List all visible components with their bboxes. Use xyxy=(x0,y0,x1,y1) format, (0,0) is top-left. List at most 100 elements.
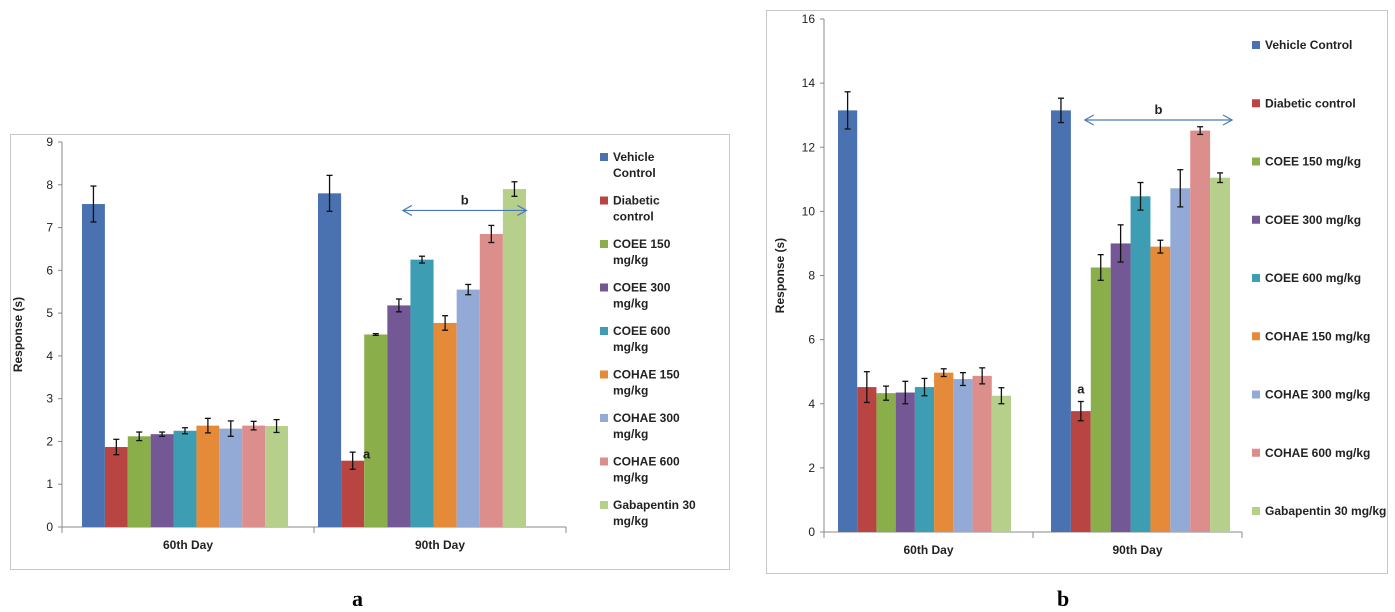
bar-b-0-0 xyxy=(838,110,858,533)
legend-label-b-3: COEE 300 mg/kg xyxy=(1265,213,1361,227)
y-tick-label-b-1: 2 xyxy=(808,461,815,475)
panel-label-a: a xyxy=(352,586,363,611)
legend-swatch-a-5 xyxy=(600,370,608,379)
legend-label-a-4-line-1: mg/kg xyxy=(613,340,648,354)
bar-a-1-4 xyxy=(410,259,434,527)
legend-label-a-2-line-1: mg/kg xyxy=(613,253,648,267)
annotation-b-1: b xyxy=(1154,102,1162,117)
y-tick-label-a-0: 0 xyxy=(46,520,53,534)
bar-b-0-2 xyxy=(876,393,896,532)
arrow-head-right-b xyxy=(1222,114,1234,126)
y-tick-label-a-3: 3 xyxy=(46,392,53,406)
y-axis-label-b: Response (s) xyxy=(773,238,787,313)
bar-b-1-5 xyxy=(1150,246,1171,533)
legend-swatch-b-4 xyxy=(1252,274,1260,282)
bar-b-1-3 xyxy=(1110,243,1131,532)
bar-a-1-6 xyxy=(456,289,480,527)
y-tick-label-a-2: 2 xyxy=(46,434,53,448)
legend-label-b-6: COHAE 300 mg/kg xyxy=(1265,388,1370,402)
legend-swatch-a-7 xyxy=(600,457,608,466)
y-tick-label-b-3: 6 xyxy=(808,333,815,347)
legend-label-b-7: COHAE 600 mg/kg xyxy=(1265,446,1370,460)
y-tick-label-b-4: 8 xyxy=(808,269,815,283)
legend-swatch-b-1 xyxy=(1252,99,1260,108)
bar-b-0-7 xyxy=(972,375,992,532)
bar-a-1-0 xyxy=(318,193,342,528)
annotation-a-1: b xyxy=(461,192,469,207)
legend-label-a-3-line-0: COEE 300 xyxy=(613,281,671,295)
y-tick-label-b-8: 16 xyxy=(802,12,816,26)
bar-a-1-2 xyxy=(364,334,388,527)
bar-a-0-6 xyxy=(219,428,243,527)
bar-a-0-4 xyxy=(173,430,197,527)
bar-a-0-8 xyxy=(265,426,288,527)
legend-label-a-2-line-0: COEE 150 xyxy=(613,237,671,251)
chart-b-frame xyxy=(766,10,1388,574)
legend-label-a-6-line-0: COHAE 300 xyxy=(613,411,680,425)
y-tick-label-b-6: 12 xyxy=(802,140,816,154)
legend-swatch-a-3 xyxy=(600,283,608,292)
bar-a-0-0 xyxy=(82,204,105,527)
legend-label-a-5-line-0: COHAE 150 xyxy=(613,368,680,382)
bar-b-0-1 xyxy=(857,387,877,532)
legend-swatch-b-3 xyxy=(1252,215,1260,224)
legend-label-a-7-line-1: mg/kg xyxy=(613,471,648,485)
legend-label-b-8: Gabapentin 30 mg/kg xyxy=(1265,504,1386,518)
legend-label-a-3-line-1: mg/kg xyxy=(613,297,648,311)
legend-label-b-2: COEE 150 mg/kg xyxy=(1265,155,1361,169)
legend-swatch-b-8 xyxy=(1252,507,1260,515)
annotation-b-0: a xyxy=(1077,382,1085,397)
bar-a-0-7 xyxy=(242,425,266,527)
bar-b-0-5 xyxy=(934,372,954,532)
legend-swatch-a-1 xyxy=(600,196,608,205)
bar-a-1-3 xyxy=(387,305,411,527)
legend-label-a-7-line-0: COHAE 600 xyxy=(613,455,680,469)
x-tick-label-a-1: 90th Day xyxy=(415,538,465,552)
y-axis-label-a: Response (s) xyxy=(11,297,25,372)
y-tick-label-a-9: 9 xyxy=(46,135,53,149)
legend-label-b-5: COHAE 150 mg/kg xyxy=(1265,329,1370,343)
legend-swatch-b-6 xyxy=(1252,390,1260,399)
y-tick-label-a-8: 8 xyxy=(46,178,53,192)
legend-swatch-a-8 xyxy=(600,501,608,509)
bar-b-0-8 xyxy=(991,395,1011,532)
y-tick-label-a-6: 6 xyxy=(46,263,53,277)
bar-b-1-6 xyxy=(1170,188,1191,533)
annotation-a-0: a xyxy=(363,447,371,462)
y-tick-label-b-7: 14 xyxy=(802,76,816,90)
y-tick-label-a-4: 4 xyxy=(46,349,53,363)
bar-a-0-2 xyxy=(127,436,151,527)
y-tick-label-b-0: 0 xyxy=(808,525,815,539)
legend-label-a-5-line-1: mg/kg xyxy=(613,384,648,398)
legend-label-a-1-line-0: Diabetic xyxy=(613,194,660,208)
legend-swatch-a-2 xyxy=(600,240,608,248)
legend-swatch-b-7 xyxy=(1252,448,1260,457)
legend-swatch-a-4 xyxy=(600,327,608,335)
legend-label-a-0-line-1: Control xyxy=(613,166,656,180)
arrow-head-left-a xyxy=(401,204,413,216)
bar-b-1-4 xyxy=(1130,196,1151,533)
legend-label-a-4-line-0: COEE 600 xyxy=(613,324,671,338)
legend-swatch-a-6 xyxy=(600,414,608,422)
legend-label-a-0-line-0: Vehicle xyxy=(613,150,655,164)
x-tick-label-b-1: 90th Day xyxy=(1112,543,1162,557)
bar-b-0-6 xyxy=(953,379,973,532)
bar-b-1-1 xyxy=(1070,411,1091,532)
legend-label-a-8-line-1: mg/kg xyxy=(613,514,648,528)
bar-b-1-2 xyxy=(1090,267,1111,532)
arrow-head-right-a xyxy=(517,204,528,216)
bar-b-1-7 xyxy=(1190,130,1211,532)
legend-label-b-1: Diabetic control xyxy=(1265,96,1356,110)
bar-a-1-1 xyxy=(341,460,365,527)
bar-a-0-5 xyxy=(196,425,220,527)
legend-swatch-b-5 xyxy=(1252,332,1260,341)
legend-label-a-6-line-1: mg/kg xyxy=(613,427,648,441)
bar-b-0-4 xyxy=(914,387,935,532)
bar-b-0-3 xyxy=(895,392,915,532)
x-tick-label-a-0: 60th Day xyxy=(163,538,213,552)
bar-a-0-1 xyxy=(104,447,128,527)
y-tick-label-b-5: 10 xyxy=(802,204,816,218)
legend-label-b-0: Vehicle Control xyxy=(1265,38,1352,52)
bar-b-1-0 xyxy=(1051,110,1071,533)
